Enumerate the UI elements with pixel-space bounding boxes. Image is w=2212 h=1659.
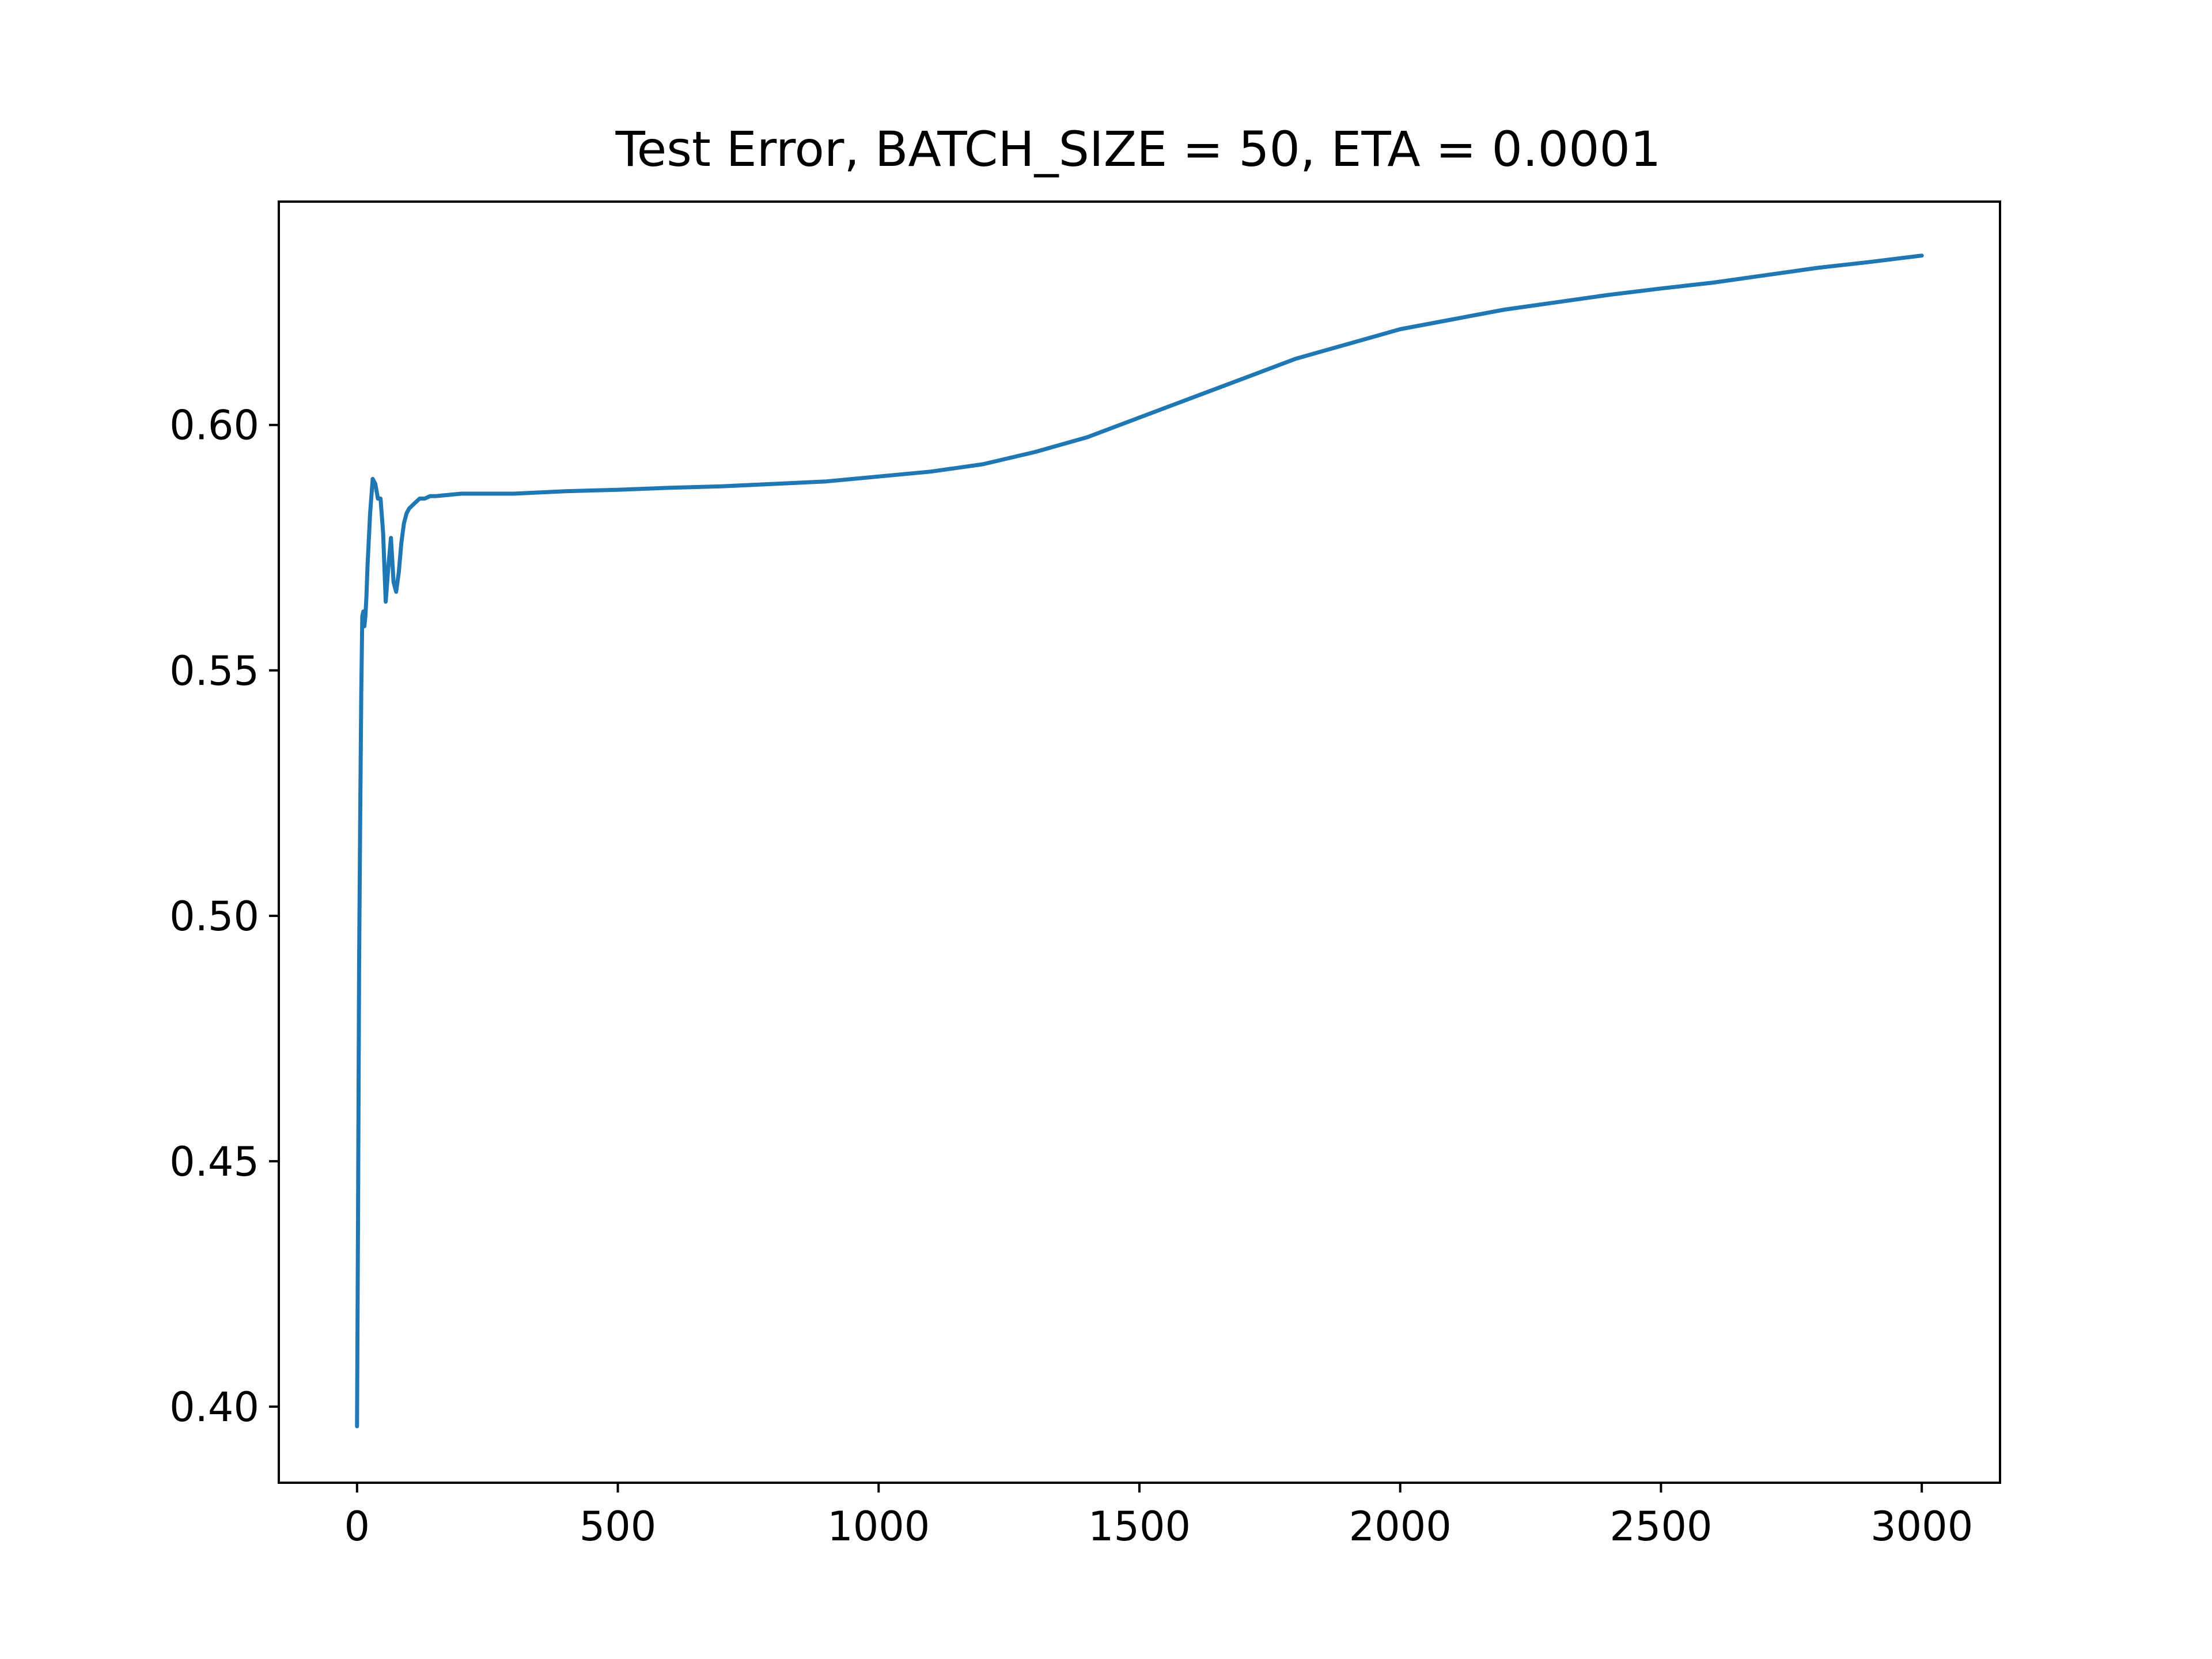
plot-frame [278, 200, 2001, 1484]
y-tick-label: 0.45 [169, 1138, 259, 1185]
x-tick-label: 500 [579, 1503, 657, 1550]
y-axis: 0.40 0.45 0.50 0.55 0.60 [169, 402, 279, 1431]
y-tick-label: 0.50 [169, 893, 259, 940]
y-tick-label: 0.55 [169, 647, 259, 695]
plot-area [355, 253, 1924, 1429]
x-tick-label: 1000 [827, 1503, 930, 1550]
x-tick-label: 1500 [1088, 1503, 1191, 1550]
x-axis: 0 500 1000 1500 2000 2500 3000 [344, 1483, 1973, 1550]
x-tick-label: 2500 [1609, 1503, 1712, 1550]
x-tick-label: 0 [344, 1503, 370, 1550]
x-tick-label: 2000 [1349, 1503, 1452, 1550]
y-tick-label: 0.60 [169, 402, 259, 449]
x-tick-label: 3000 [1870, 1503, 1973, 1550]
y-tick-label: 0.40 [169, 1384, 259, 1431]
series-line-0 [355, 253, 1924, 1429]
chart-title: Test Error, BATCH_SIZE = 50, ETA = 0.000… [615, 121, 1661, 177]
